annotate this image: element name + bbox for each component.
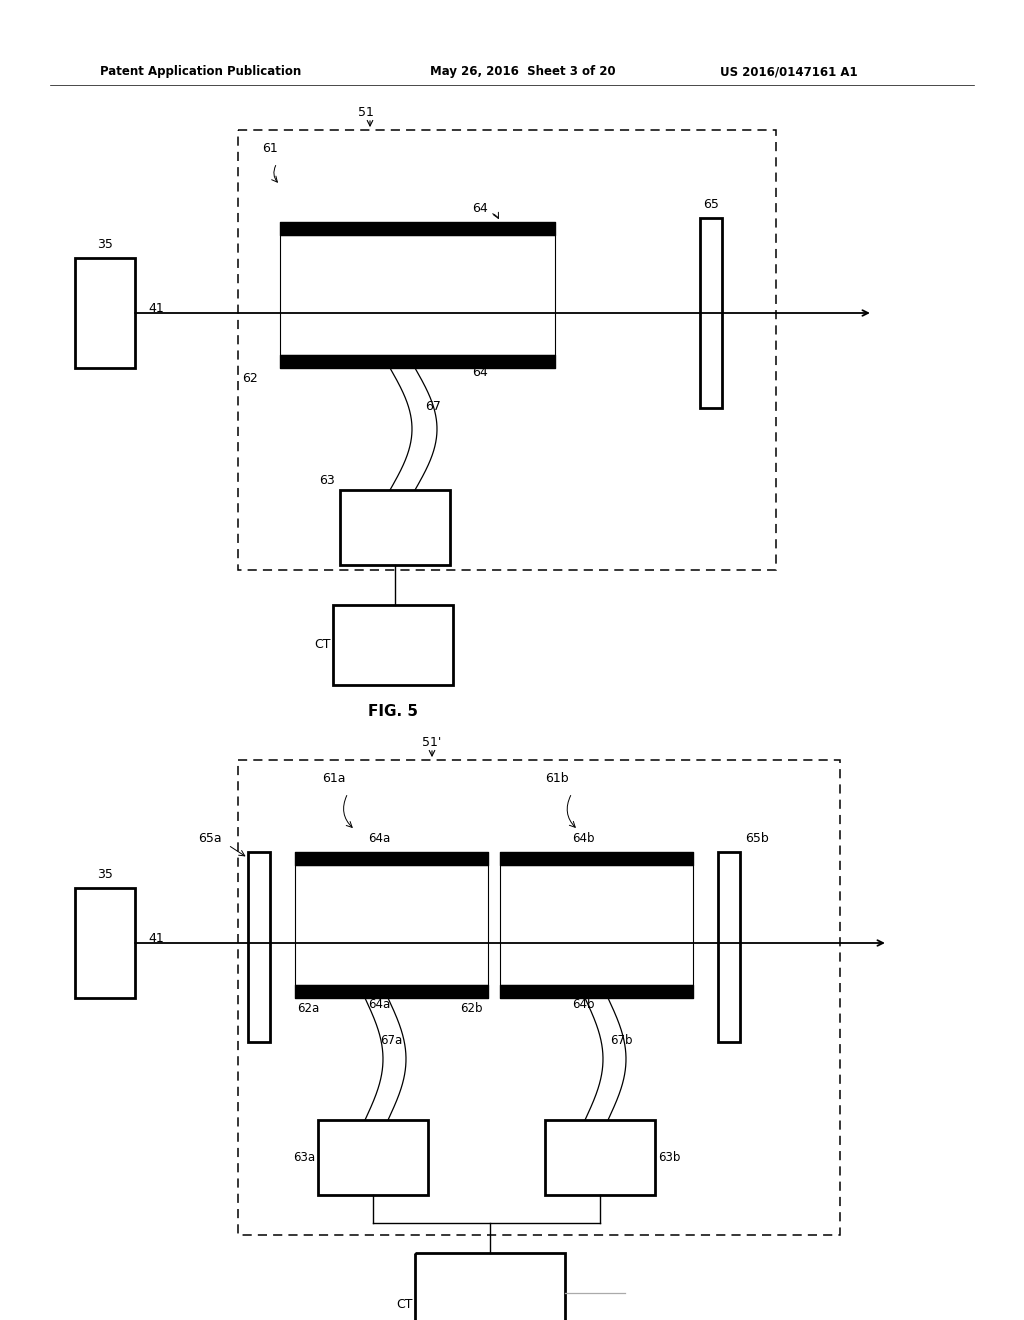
Bar: [415, 1253, 565, 1320]
Text: 63: 63: [319, 474, 335, 487]
Text: 61b: 61b: [545, 771, 568, 784]
Bar: [340, 490, 450, 565]
Text: 64a: 64a: [368, 832, 390, 845]
Text: CT: CT: [396, 1299, 413, 1312]
Text: 51': 51': [422, 735, 441, 748]
Text: May 26, 2016  Sheet 3 of 20: May 26, 2016 Sheet 3 of 20: [430, 66, 615, 78]
Text: 62b: 62b: [460, 1002, 482, 1015]
Bar: [75, 257, 135, 368]
Text: 62: 62: [242, 371, 258, 384]
Text: Patent Application Publication: Patent Application Publication: [100, 66, 301, 78]
Bar: [238, 129, 776, 570]
Text: 62a: 62a: [297, 1002, 319, 1015]
Bar: [718, 851, 740, 1041]
Text: 64: 64: [472, 202, 487, 214]
Text: CT: CT: [314, 639, 331, 652]
Text: 63b: 63b: [658, 1151, 680, 1164]
Bar: [318, 1119, 428, 1195]
Text: 35: 35: [97, 867, 113, 880]
Text: 64: 64: [472, 366, 487, 379]
Text: 64b: 64b: [572, 998, 595, 1011]
Text: 35: 35: [97, 238, 113, 251]
Text: 65b: 65b: [745, 832, 769, 845]
Text: 64a: 64a: [368, 998, 390, 1011]
Text: 41: 41: [148, 301, 164, 314]
Text: 63a: 63a: [293, 1151, 315, 1164]
Text: 65: 65: [703, 198, 719, 210]
Bar: [500, 865, 693, 985]
Bar: [238, 760, 840, 1236]
Bar: [248, 851, 270, 1041]
Text: US 2016/0147161 A1: US 2016/0147161 A1: [720, 66, 858, 78]
Text: 61: 61: [262, 141, 278, 154]
Text: FIG. 5: FIG. 5: [368, 705, 418, 719]
Bar: [333, 605, 453, 685]
Bar: [295, 865, 488, 985]
Text: 51: 51: [358, 106, 374, 119]
Bar: [75, 888, 135, 998]
Text: 67a: 67a: [380, 1034, 402, 1047]
Text: 41: 41: [148, 932, 164, 945]
Text: 67b: 67b: [610, 1034, 633, 1047]
Text: 64b: 64b: [572, 832, 595, 845]
Bar: [545, 1119, 655, 1195]
Bar: [700, 218, 722, 408]
Text: 67: 67: [425, 400, 441, 412]
Text: 65a: 65a: [198, 832, 221, 845]
Text: 61a: 61a: [322, 771, 345, 784]
Bar: [280, 235, 555, 355]
